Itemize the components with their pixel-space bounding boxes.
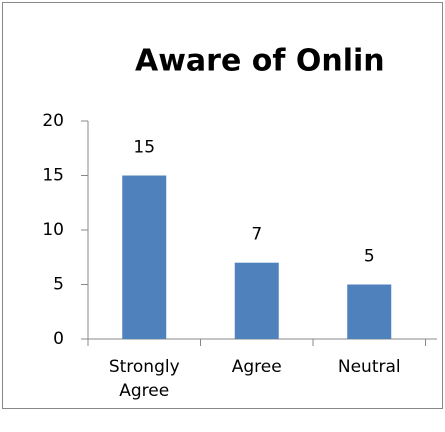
- x-tick-label: Neutral: [337, 357, 401, 377]
- bar: [122, 175, 167, 339]
- y-tick-label: 20: [42, 111, 64, 131]
- y-tick-label: 5: [53, 275, 64, 295]
- bar: [347, 284, 392, 339]
- x-tick-label: Agree: [231, 357, 282, 377]
- y-tick-label: 10: [42, 220, 64, 240]
- chart-title: Aware of Onlin: [135, 44, 385, 79]
- data-label: 7: [251, 225, 262, 245]
- y-tick-label: 0: [53, 329, 64, 349]
- data-label: 5: [364, 247, 375, 267]
- x-tick-label: Strongly Agree: [108, 357, 180, 401]
- bar: [234, 262, 279, 339]
- data-label: 15: [133, 138, 155, 158]
- chart-frame: [2, 2, 443, 409]
- y-tick-label: 15: [42, 166, 64, 186]
